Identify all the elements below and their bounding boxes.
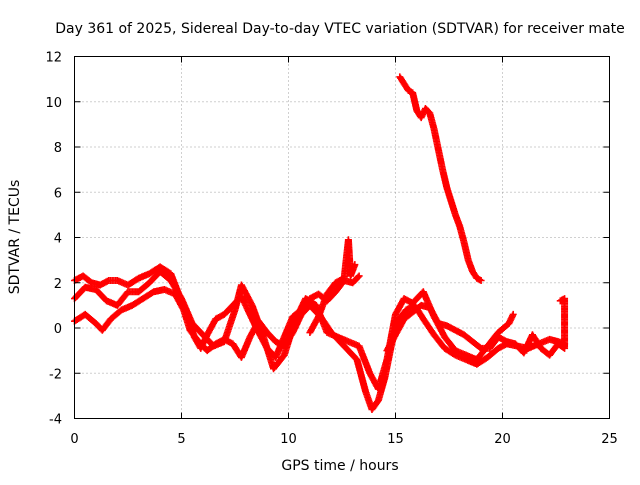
data-point (355, 272, 363, 280)
x-tick-label: 5 (177, 432, 185, 447)
tick-layer: 0 5 10 15 20 25 -4 -2 0 2 4 6 8 10 12 (45, 51, 617, 448)
y-tick-label: 6 (54, 186, 62, 201)
y-tick-label: 2 (54, 277, 62, 292)
data-point (477, 276, 485, 284)
y-tick-label: 12 (45, 51, 62, 66)
x-tick-label: 15 (387, 432, 404, 447)
x-tick-label: 25 (601, 432, 618, 447)
x-tick-label: 20 (494, 432, 511, 447)
y-tick-label: -2 (49, 367, 62, 382)
grid-layer (74, 56, 610, 419)
y-tick-label: 4 (54, 232, 62, 247)
data-point (556, 297, 564, 305)
data-point (351, 261, 359, 269)
x-tick-label: 10 (280, 432, 297, 447)
chart-title: Day 361 of 2025, Sidereal Day-to-day VTE… (55, 21, 625, 37)
y-tick-label: 0 (54, 322, 62, 337)
x-tick-label: 0 (70, 432, 78, 447)
y-tick-label: 10 (45, 96, 62, 111)
data-point (354, 273, 362, 281)
y-tick-label: 8 (54, 141, 62, 156)
y-tick-label: -4 (49, 413, 62, 428)
x-axis-title: GPS time / hours (281, 458, 398, 474)
y-axis-title: SDTVAR / TECUs (7, 180, 23, 295)
data-layer (71, 73, 569, 413)
series-trace-f (306, 236, 359, 337)
series-trace-d (383, 295, 569, 359)
data-point (509, 310, 517, 318)
series-trace-e (396, 73, 485, 284)
